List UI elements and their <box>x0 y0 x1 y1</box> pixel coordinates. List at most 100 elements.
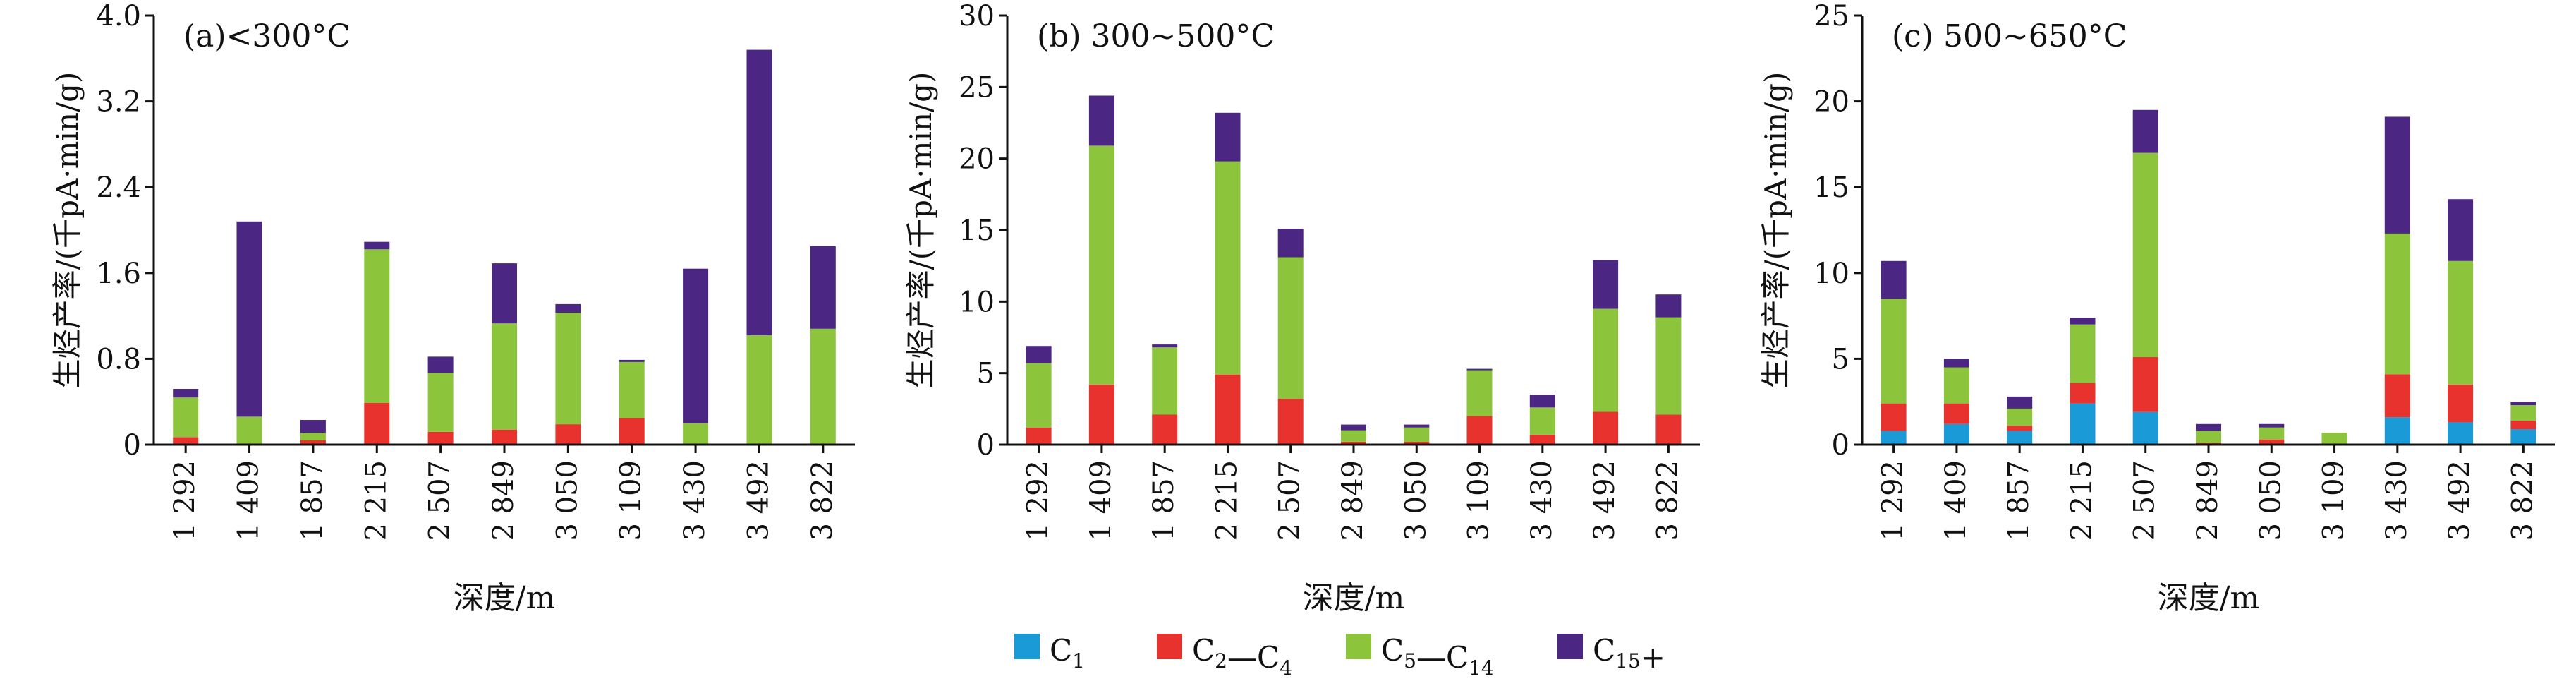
bar-segment-2-3 <box>1152 344 1178 348</box>
x-tick-label: 2 849 <box>1337 460 1369 541</box>
bar-segment-6-2 <box>1404 427 1430 442</box>
bar-segment-10-2 <box>1655 317 1682 415</box>
legend-item-C1: C1 <box>1014 633 1085 673</box>
bar-segment-8-3 <box>683 268 709 423</box>
legend-swatch <box>1157 634 1182 659</box>
bar-segment-9-2 <box>1593 308 1619 412</box>
bar-segment-7-2 <box>1466 370 1493 416</box>
bar-segment-0-0 <box>1881 431 1907 445</box>
x-tick-label: 1 857 <box>1148 460 1180 541</box>
y-axis-label: 生烃产率/(千pA·min/g) <box>904 72 938 389</box>
x-axis-label: 深度/m <box>2158 580 2260 616</box>
x-tick-label: 1 409 <box>1085 460 1117 541</box>
x-tick-label: 2 849 <box>487 460 520 541</box>
bar-segment-3-1 <box>2070 383 2096 404</box>
bar-segment-2-2 <box>2007 408 2033 426</box>
x-tick-label: 3 109 <box>615 460 648 541</box>
y-tick-label: 15 <box>959 215 995 247</box>
bar-segment-10-3 <box>810 246 836 329</box>
x-tick-label: 3 492 <box>742 460 774 541</box>
bar-segment-8-1 <box>1529 434 1555 445</box>
bar-segment-7-1 <box>619 418 645 445</box>
legend-label: C15+ <box>1593 633 1665 675</box>
chart-panel-0: 1 292 1 409 1 857 2 215 2 507 2 849 3 050 3 109… <box>50 0 855 616</box>
bar-segment-1-2 <box>236 416 262 445</box>
bar-segment-6-3 <box>1404 424 1430 428</box>
bar-segment-3-3 <box>1215 112 1241 162</box>
x-tick-label: 2 215 <box>360 460 392 541</box>
bar-segment-6-3 <box>555 303 581 313</box>
bar-segment-2-1 <box>1152 414 1178 445</box>
x-tick-label: 3 822 <box>1651 460 1684 541</box>
chart-panel-1: 1 292 1 409 1 857 2 215 2 507 2 849 3 050 3 109… <box>904 0 1700 616</box>
bar-segment-1-1 <box>1943 403 1969 424</box>
bar-segment-8-0 <box>2384 417 2410 445</box>
legend-item-C5_C14: C5—C14 <box>1346 633 1494 680</box>
bar-segment-1-3 <box>236 221 262 417</box>
bar-segment-9-1 <box>2448 384 2474 423</box>
bar-segment-5-2 <box>2196 431 2221 443</box>
x-tick-label: 1 857 <box>296 460 329 541</box>
chart-panel-2: 1 292 1 409 1 857 2 215 2 507 2 849 3 050 3 109… <box>1758 0 2555 616</box>
bar-segment-7-3 <box>619 359 645 362</box>
bar-segment-3-2 <box>1215 161 1241 375</box>
bar-segment-0-1 <box>1881 403 1907 431</box>
legend-item-C2_C4: C2—C4 <box>1157 633 1292 680</box>
y-tick-label: 4.0 <box>96 0 141 32</box>
bar-segment-3-3 <box>364 241 390 250</box>
bar-segment-3-0 <box>2070 403 2096 445</box>
bar-segment-8-2 <box>2384 233 2410 375</box>
y-tick-label: 10 <box>959 286 995 318</box>
bar-segment-5-3 <box>2196 423 2221 431</box>
bar-segment-3-2 <box>364 249 390 403</box>
bar-segment-9-3 <box>746 49 772 335</box>
bar-segment-2-0 <box>2007 431 2033 445</box>
bar-segment-7-2 <box>2321 433 2347 445</box>
bar-segment-0-2 <box>1881 299 1907 404</box>
y-tick-label: 30 <box>959 0 995 32</box>
bar-segment-8-3 <box>1529 395 1555 408</box>
y-axis-label: 生烃产率/(千pA·min/g) <box>50 72 85 389</box>
bar-segment-4-3 <box>1277 229 1304 258</box>
x-tick-label: 3 430 <box>2381 460 2413 541</box>
bar-segment-8-3 <box>2384 116 2410 234</box>
bar-segment-0-3 <box>1881 260 1907 299</box>
bar-segment-4-3 <box>427 356 454 373</box>
bar-segment-7-2 <box>619 362 645 418</box>
bar-segment-9-3 <box>1593 260 1619 309</box>
bar-segment-1-2 <box>1088 145 1114 385</box>
bar-segment-9-1 <box>1593 411 1619 445</box>
bar-segment-10-2 <box>810 328 836 445</box>
x-tick-label: 3 822 <box>806 460 839 541</box>
x-tick-label: 3 109 <box>2318 460 2350 541</box>
legend-label: C2—C4 <box>1192 633 1292 680</box>
y-axis-label: 生烃产率/(千pA·min/g) <box>1758 72 1793 389</box>
bar-segment-5-3 <box>492 263 517 324</box>
legend-label: C1 <box>1050 633 1085 673</box>
y-tick-label: 0 <box>1832 429 1849 462</box>
bar-segment-10-3 <box>1655 294 1682 318</box>
x-tick-label: 1 292 <box>1877 460 1909 541</box>
bar-segment-6-2 <box>2259 427 2285 440</box>
bar-segment-6-1 <box>1404 441 1430 445</box>
bar-segment-0-2 <box>1026 363 1052 428</box>
legend: C1 C2—C4 C5—C14 C15+ <box>1014 633 1665 680</box>
bar-segment-3-1 <box>1215 374 1241 445</box>
bar-segment-4-2 <box>427 373 454 432</box>
bar-segment-9-2 <box>2448 260 2474 385</box>
x-axis-label: 深度/m <box>1303 580 1405 616</box>
chart-title: (c) 500~650°C <box>1892 18 2127 54</box>
x-tick-label: 3 109 <box>1463 460 1495 541</box>
x-tick-label: 1 857 <box>2003 460 2035 541</box>
bar-segment-3-2 <box>2070 324 2096 383</box>
bar-segment-4-1 <box>427 431 454 445</box>
y-tick-label: 25 <box>959 71 995 104</box>
bar-segment-0-1 <box>173 437 199 445</box>
bar-segment-10-1 <box>2510 421 2536 430</box>
x-tick-label: 3 050 <box>2254 460 2287 541</box>
bar-segment-1-2 <box>1943 367 1969 404</box>
bar-segment-9-3 <box>2448 199 2474 261</box>
bar-segment-10-2 <box>2510 405 2536 421</box>
bar-segment-2-1 <box>2007 426 2033 431</box>
x-tick-label: 3 050 <box>551 460 583 541</box>
